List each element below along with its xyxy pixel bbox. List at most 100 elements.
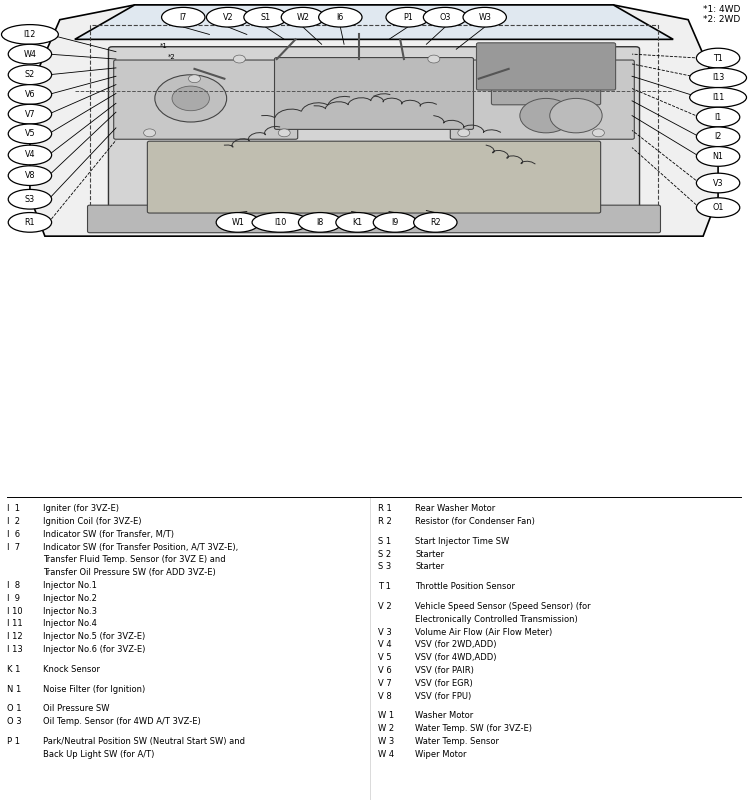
Text: N1: N1 (713, 152, 723, 161)
Text: V 5: V 5 (378, 654, 391, 662)
Text: VSV (for 2WD,ADD): VSV (for 2WD,ADD) (415, 641, 497, 650)
Text: S 3: S 3 (378, 562, 391, 571)
Text: VSV (for PAIR): VSV (for PAIR) (415, 666, 474, 675)
Circle shape (428, 55, 440, 63)
Ellipse shape (696, 198, 740, 218)
Text: S1: S1 (260, 13, 271, 22)
Ellipse shape (386, 7, 429, 27)
Text: W 1: W 1 (378, 711, 394, 720)
Text: Injector No.3: Injector No.3 (43, 606, 97, 615)
Ellipse shape (252, 213, 309, 232)
Text: W 2: W 2 (378, 724, 394, 733)
Circle shape (550, 98, 602, 133)
Text: P 1: P 1 (7, 737, 20, 746)
Ellipse shape (281, 7, 325, 27)
Text: Knock Sensor: Knock Sensor (43, 665, 100, 674)
Text: Throttle Position Sensor: Throttle Position Sensor (415, 582, 515, 591)
Text: W 3: W 3 (378, 737, 394, 746)
Text: N 1: N 1 (7, 685, 22, 694)
Text: VSV (for FPU): VSV (for FPU) (415, 691, 471, 701)
Text: *1: *1 (160, 43, 168, 50)
Ellipse shape (690, 87, 747, 107)
Text: Injector No.5 (for 3VZ-E): Injector No.5 (for 3VZ-E) (43, 632, 146, 641)
Ellipse shape (696, 48, 740, 68)
Text: I 12: I 12 (7, 632, 23, 641)
Ellipse shape (8, 166, 52, 186)
FancyBboxPatch shape (108, 46, 640, 214)
Text: Injector No.1: Injector No.1 (43, 581, 97, 590)
Text: R2: R2 (430, 218, 441, 227)
Ellipse shape (8, 44, 52, 64)
Ellipse shape (696, 107, 740, 127)
Text: S3: S3 (25, 194, 35, 204)
Text: I  2: I 2 (7, 517, 20, 526)
Text: W 4: W 4 (378, 750, 394, 758)
Ellipse shape (206, 7, 250, 27)
Text: Washer Motor: Washer Motor (415, 711, 473, 720)
Text: Oil Pressure SW: Oil Pressure SW (43, 704, 110, 714)
Text: I1: I1 (714, 113, 722, 122)
Text: I8: I8 (316, 218, 324, 227)
Ellipse shape (8, 190, 52, 209)
Text: I2: I2 (714, 132, 722, 142)
Ellipse shape (336, 213, 379, 232)
Text: Injector No.4: Injector No.4 (43, 619, 97, 628)
Text: Transfer Oil Pressure SW (for ADD 3VZ-E): Transfer Oil Pressure SW (for ADD 3VZ-E) (43, 568, 216, 578)
Text: K 1: K 1 (7, 665, 21, 674)
Text: V2: V2 (223, 13, 233, 22)
Text: Electronically Controlled Transmission): Electronically Controlled Transmission) (415, 615, 578, 624)
Ellipse shape (423, 7, 467, 27)
Text: I 13: I 13 (7, 645, 23, 654)
Circle shape (172, 86, 209, 110)
Text: V 8: V 8 (378, 691, 391, 701)
Ellipse shape (8, 85, 52, 104)
Text: Starter: Starter (415, 562, 444, 571)
Text: V5: V5 (25, 130, 35, 138)
Ellipse shape (244, 7, 287, 27)
Text: R1: R1 (25, 218, 35, 227)
FancyBboxPatch shape (88, 205, 660, 233)
Text: Ignition Coil (for 3VZ-E): Ignition Coil (for 3VZ-E) (43, 517, 142, 526)
Ellipse shape (1, 25, 58, 44)
Text: R 2: R 2 (378, 517, 391, 526)
Text: Resistor (for Condenser Fan): Resistor (for Condenser Fan) (415, 517, 535, 526)
Ellipse shape (414, 213, 457, 232)
Text: I  8: I 8 (7, 581, 21, 590)
Text: V 3: V 3 (378, 628, 391, 637)
Text: V3: V3 (713, 178, 723, 187)
Text: Park/Neutral Position SW (Neutral Start SW) and: Park/Neutral Position SW (Neutral Start … (43, 737, 245, 746)
Text: Volume Air Flow (Air Flow Meter): Volume Air Flow (Air Flow Meter) (415, 628, 552, 637)
PathPatch shape (30, 5, 718, 236)
Text: VSV (for EGR): VSV (for EGR) (415, 678, 473, 688)
Text: W2: W2 (296, 13, 310, 22)
Circle shape (188, 74, 200, 82)
Text: I  7: I 7 (7, 542, 21, 552)
Ellipse shape (373, 213, 417, 232)
Text: K1: K1 (352, 218, 363, 227)
Circle shape (233, 55, 245, 63)
Circle shape (520, 98, 572, 133)
FancyBboxPatch shape (491, 53, 601, 105)
Text: Indicator SW (for Transfer, M/T): Indicator SW (for Transfer, M/T) (43, 530, 174, 539)
Text: Injector No.6 (for 3VZ-E): Injector No.6 (for 3VZ-E) (43, 645, 146, 654)
Text: O 1: O 1 (7, 704, 22, 714)
Text: S 1: S 1 (378, 537, 391, 546)
Ellipse shape (696, 146, 740, 166)
Text: I6: I6 (337, 13, 344, 22)
PathPatch shape (75, 5, 673, 39)
Text: V 4: V 4 (378, 641, 391, 650)
Text: W1: W1 (231, 218, 245, 227)
Ellipse shape (696, 173, 740, 193)
Text: I9: I9 (391, 218, 399, 227)
Text: I  1: I 1 (7, 504, 20, 514)
Ellipse shape (8, 65, 52, 85)
Ellipse shape (8, 124, 52, 144)
Ellipse shape (8, 145, 52, 165)
Text: Wiper Motor: Wiper Motor (415, 750, 467, 758)
FancyBboxPatch shape (275, 58, 473, 130)
Ellipse shape (216, 213, 260, 232)
Text: V 7: V 7 (378, 678, 391, 688)
Text: V4: V4 (25, 150, 35, 159)
Text: I11: I11 (712, 93, 724, 102)
Text: I 10: I 10 (7, 606, 23, 615)
